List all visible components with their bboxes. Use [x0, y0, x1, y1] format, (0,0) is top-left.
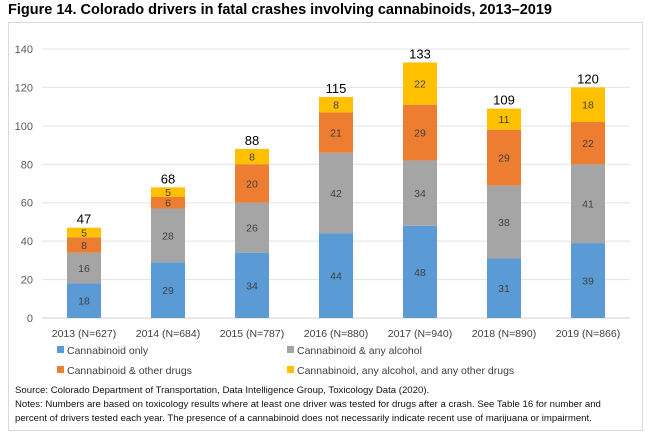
total-label: 133: [409, 46, 431, 61]
data-label: 22: [414, 79, 426, 91]
data-label: 29: [498, 153, 510, 165]
y-tick-label: 0: [27, 313, 33, 325]
legend-label: Cannabinoid & other drugs: [67, 365, 192, 377]
chart-notes: Source: Colorado Department of Transport…: [15, 384, 645, 426]
y-tick-label: 20: [21, 275, 33, 287]
total-label: 109: [493, 93, 515, 108]
y-tick-label: 100: [15, 121, 33, 133]
bar-segment: [571, 122, 605, 165]
x-tick-label: 2014 (N=684): [136, 328, 201, 340]
x-tick-label: 2018 (N=890): [472, 328, 537, 340]
bar-segment: [319, 233, 353, 318]
bar-segment: [571, 87, 605, 123]
bar-segment: [151, 187, 185, 197]
bar-segment: [487, 258, 521, 318]
x-tick-label: 2013 (N=627): [52, 328, 117, 340]
bar-segment: [67, 252, 101, 284]
bar-segment: [235, 202, 269, 253]
total-label: 115: [326, 81, 347, 96]
bar-segment: [403, 62, 437, 105]
chart-frame: [8, 22, 643, 431]
x-tick-label: 2017 (N=940): [388, 328, 453, 340]
legend-swatch: [57, 346, 64, 353]
bar-segment: [67, 237, 101, 253]
data-label: 18: [582, 100, 594, 112]
data-label: 8: [81, 240, 87, 252]
data-label: 18: [78, 296, 90, 308]
x-tick-label: 2015 (N=787): [220, 328, 285, 340]
data-label: 21: [330, 128, 342, 140]
data-label: 29: [414, 128, 426, 140]
data-label: 42: [330, 188, 342, 200]
legend-label: Cannabinoid only: [67, 345, 149, 357]
y-tick-label: 60: [21, 198, 33, 210]
x-tick-label: 2019 (N=866): [556, 328, 621, 340]
bar-segment: [151, 262, 185, 318]
x-tick-label: 2016 (N=880): [304, 328, 369, 340]
data-label: 44: [330, 271, 342, 283]
data-label: 5: [81, 227, 87, 239]
bar-segment: [403, 225, 437, 318]
legend-swatch: [57, 366, 64, 373]
data-label: 48: [414, 267, 426, 279]
bar-segment: [487, 108, 521, 130]
legend-label: Cannabinoid, any alcohol, and any other …: [297, 365, 514, 377]
bar-segment: [235, 164, 269, 203]
legend-swatch: [287, 346, 294, 353]
bar-segment: [319, 112, 353, 153]
data-label: 39: [582, 276, 594, 288]
bar-segment: [403, 160, 437, 226]
notes-line-1: Notes: Numbers are based on toxicology r…: [15, 399, 601, 410]
data-label: 16: [78, 263, 90, 275]
data-label: 29: [162, 285, 174, 297]
source-note: Source: Colorado Department of Transport…: [15, 385, 430, 396]
bar-segment: [67, 227, 101, 238]
bar-segment: [151, 196, 185, 209]
data-label: 8: [333, 100, 339, 112]
bar-segment: [487, 185, 521, 259]
data-label: 38: [498, 217, 510, 229]
total-label: 47: [77, 212, 91, 227]
bar-segment: [319, 97, 353, 113]
legend-label: Cannabinoid & any alcohol: [297, 345, 422, 357]
data-label: 11: [499, 114, 510, 126]
bar-segment: [151, 208, 185, 263]
y-tick-label: 120: [15, 82, 33, 94]
bar-segment: [67, 283, 101, 318]
data-label: 26: [246, 223, 258, 235]
total-label: 88: [245, 133, 259, 148]
data-label: 8: [249, 152, 255, 164]
y-tick-label: 40: [21, 236, 33, 248]
y-tick-label: 140: [15, 44, 33, 56]
y-tick-label: 80: [21, 159, 33, 171]
bar-segment: [235, 148, 269, 165]
data-label: 28: [162, 230, 174, 242]
notes-line-2: percent of drivers tested each year. The…: [15, 413, 592, 424]
data-label: 20: [246, 179, 258, 191]
data-label: 34: [246, 280, 258, 292]
legend-swatch: [287, 366, 294, 373]
bar-segment: [487, 129, 521, 186]
data-label: 34: [414, 188, 426, 200]
data-label: 31: [498, 283, 510, 295]
total-label: 120: [577, 71, 599, 86]
total-label: 68: [161, 171, 175, 186]
bar-segment: [235, 252, 269, 318]
bar-segment: [571, 243, 605, 318]
bar-segment: [319, 152, 353, 234]
figure-title: Figure 14. Colorado drivers in fatal cra…: [8, 2, 552, 18]
data-label: 6: [165, 198, 171, 210]
data-label: 22: [582, 138, 594, 150]
data-label: 41: [582, 199, 594, 211]
data-label: 5: [165, 187, 171, 199]
bar-segment: [403, 104, 437, 161]
bar-segment: [571, 164, 605, 244]
